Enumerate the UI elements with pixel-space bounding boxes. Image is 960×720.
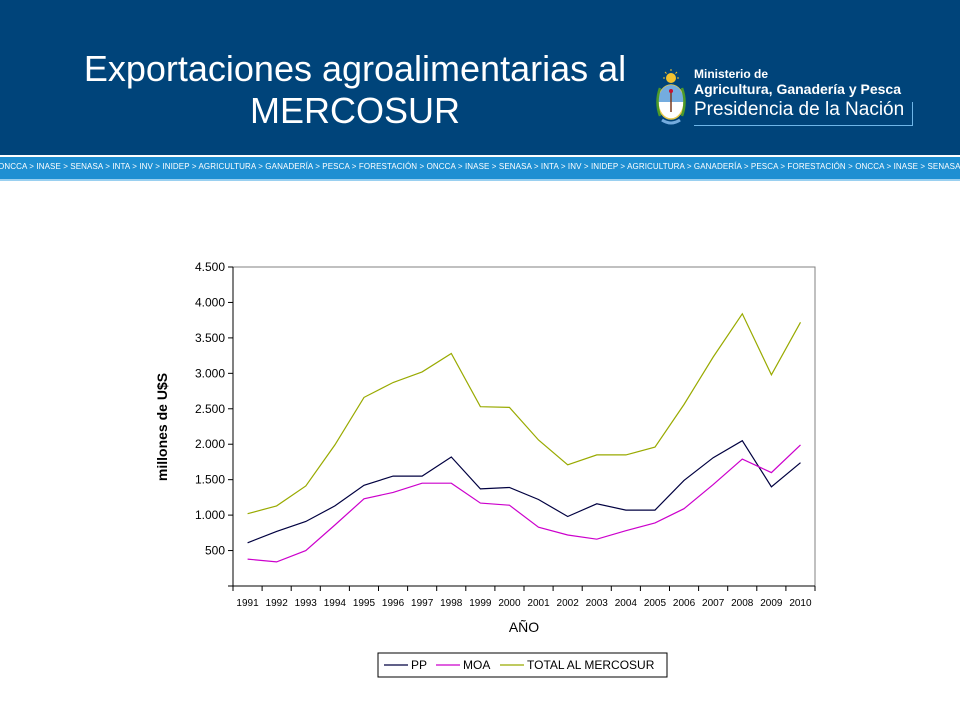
y-tick-label: 500: [205, 544, 225, 558]
logo-divider-horizontal: [694, 125, 913, 126]
x-tick-label: 2006: [673, 598, 696, 609]
title-line-2: MERCOSUR: [249, 90, 460, 131]
x-tick-label: 2008: [731, 598, 754, 609]
title-line-1: Exportaciones agroalimentarias al: [83, 48, 627, 89]
x-tick-label: 1999: [469, 598, 492, 609]
x-tick-label: 1995: [353, 598, 376, 609]
x-tick-label: 1996: [382, 598, 405, 609]
legend-label: PP: [411, 658, 427, 672]
x-tick-label: 2004: [615, 598, 638, 609]
agencies-strip-text: ONCCA > INASE > SENASA > INTA > INV > IN…: [0, 162, 960, 171]
x-axis-label: AÑO: [509, 619, 539, 635]
x-tick-label: 2002: [557, 598, 580, 609]
logo-divider-vertical: [912, 102, 913, 126]
ministry-line-3: Presidencia de la Nación: [694, 99, 905, 120]
x-tick-label: 2010: [789, 598, 812, 609]
header-banner: Exportaciones agroalimentarias al MERCOS…: [0, 0, 960, 155]
x-tick-label: 2003: [586, 598, 609, 609]
y-tick-label: 1.500: [195, 473, 225, 487]
x-tick-label: 1998: [440, 598, 463, 609]
y-tick-label: 3.500: [195, 331, 225, 345]
ministry-line-2: Agricultura, Ganadería y Pesca: [694, 81, 901, 97]
y-tick-label: 2.000: [195, 437, 225, 451]
agencies-strip: ONCCA > INASE > SENASA > INTA > INV > IN…: [0, 155, 960, 179]
ministry-logo: Ministerio de Agricultura, Ganadería y P…: [648, 66, 928, 136]
x-tick-label: 2007: [702, 598, 725, 609]
y-tick-label: 1.000: [195, 508, 225, 522]
x-tick-label: 2009: [760, 598, 783, 609]
series-line-pp: [247, 439, 801, 544]
x-tick-label: 2000: [498, 598, 521, 609]
legend-label: TOTAL AL MERCOSUR: [527, 658, 655, 672]
series-line-moa: [247, 444, 801, 563]
x-tick-label: 1993: [295, 598, 318, 609]
y-axis-label: millones de U$S: [154, 373, 170, 481]
y-tick-label: 4.500: [195, 260, 225, 274]
page-title: Exportaciones agroalimentarias al MERCOS…: [60, 48, 650, 132]
legend: PP MOA TOTAL AL MERCOSUR: [377, 652, 668, 678]
strip-divider: [0, 179, 960, 181]
y-tick-label: 3.000: [195, 366, 225, 380]
series-line-total-al-mercosur: [247, 312, 802, 515]
x-tick-label: 1992: [266, 598, 289, 609]
x-tick-label: 2005: [644, 598, 667, 609]
legend-label: MOA: [463, 658, 490, 672]
ministry-line-1: Ministerio de: [694, 67, 769, 81]
x-tick-label: 2001: [527, 598, 550, 609]
y-tick-label: 4.000: [195, 295, 225, 309]
coat-of-arms-icon: [656, 69, 686, 125]
y-tick-label: 2.500: [195, 402, 225, 416]
x-tick-label: 1991: [236, 598, 259, 609]
x-tick-label: 1997: [411, 598, 434, 609]
x-tick-label: 1994: [324, 598, 347, 609]
